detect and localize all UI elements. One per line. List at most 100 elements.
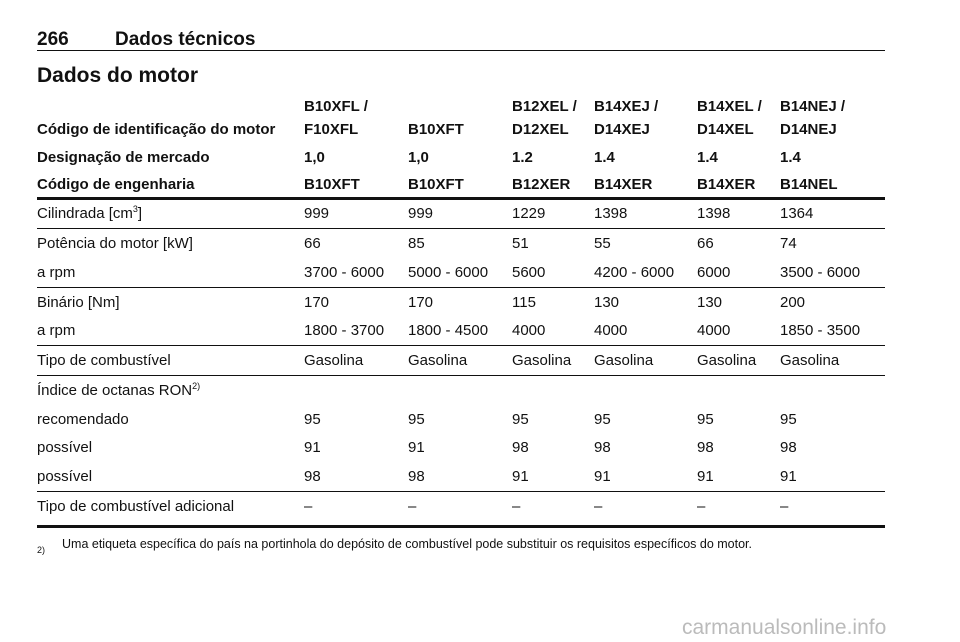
table-cell: – — [408, 497, 417, 515]
table-cell: 4000 — [697, 322, 731, 339]
header-rule — [37, 50, 885, 51]
watermark: carmanualsonline.info — [682, 616, 887, 639]
table-cell: 85 — [408, 235, 425, 252]
table-rule — [37, 490, 885, 492]
table-cell: – — [512, 497, 521, 515]
table-cell: – — [304, 497, 313, 515]
page-title: Dados do motor — [37, 64, 198, 87]
table-rule — [37, 286, 885, 288]
table-cell: 999 — [304, 205, 330, 222]
table-cell: 1398 — [594, 205, 628, 222]
table-cell: Gasolina — [512, 352, 572, 369]
table-cell: Índice de octanas RON2) — [37, 382, 200, 400]
table-cell: possível — [37, 439, 93, 456]
table-cell: 98 — [304, 467, 321, 485]
table-cell: 3700 - 6000 — [304, 263, 385, 281]
page-number: 266 — [37, 29, 69, 50]
table-rule — [37, 228, 885, 230]
table-cell: Código de engenharia — [37, 176, 195, 193]
table-cell: 74 — [780, 235, 797, 252]
section-title: Dados técnicos — [115, 29, 256, 50]
table-cell: B14NEJ / — [780, 98, 846, 115]
table-cell: 999 — [408, 205, 434, 222]
table-cell: D14NEJ — [780, 121, 837, 138]
table-cell: 55 — [594, 235, 611, 252]
table-cell: 95 — [780, 410, 797, 428]
table-cell: 91 — [304, 439, 321, 456]
table-cell: B10XFT — [408, 121, 464, 138]
table-cell: 95 — [594, 410, 611, 428]
table-cell: Gasolina — [697, 352, 757, 369]
table-cell: recomendado — [37, 410, 129, 428]
table-cell: 1.4 — [697, 149, 718, 166]
footnote-text: Uma etiqueta específica do país na porti… — [62, 537, 752, 551]
table-cell: 6000 — [697, 263, 731, 281]
table-cell: 91 — [594, 467, 611, 485]
table-cell: 1,0 — [408, 149, 429, 166]
table-cell: – — [780, 497, 789, 515]
table-cell: – — [594, 497, 603, 515]
table-cell: B14XER — [594, 176, 653, 193]
table-cell: 170 — [304, 293, 330, 311]
table-cell: Binário [Nm] — [37, 293, 120, 311]
superscript: 3 — [132, 204, 138, 214]
table-cell: 1364 — [780, 205, 814, 222]
table-cell: 4000 — [594, 322, 628, 339]
superscript: 2) — [192, 381, 201, 391]
table-cell: B10XFL / — [304, 98, 368, 115]
table-cell: 91 — [780, 467, 797, 485]
table-cell: 115 — [512, 293, 536, 311]
table-cell: 1850 - 3500 — [780, 322, 861, 339]
table-cell: 66 — [697, 235, 714, 252]
table-rule — [37, 345, 885, 347]
table-cell: 98 — [512, 439, 529, 456]
table-cell: Código de identificação do motor — [37, 121, 276, 138]
table-cell: Potência do motor [kW] — [37, 235, 193, 252]
table-cell: 5600 — [512, 263, 546, 281]
table-cell: B12XER — [512, 176, 571, 193]
table-cell: Gasolina — [594, 352, 654, 369]
table-cell: a rpm — [37, 263, 76, 281]
table-cell: 51 — [512, 235, 529, 252]
table-cell: 1398 — [697, 205, 731, 222]
cell-text: ] — [137, 205, 143, 222]
table-cell: 95 — [697, 410, 714, 428]
table-cell: 95 — [304, 410, 321, 428]
table-cell: B10XFT — [408, 176, 464, 193]
table-cell: 1.4 — [780, 149, 801, 166]
table-cell: 1,0 — [304, 149, 325, 166]
table-cell: B14XER — [697, 176, 756, 193]
table-cell: 130 — [594, 293, 620, 311]
table-cell: B14XEJ / — [594, 98, 659, 115]
table-cell: 5000 - 6000 — [408, 263, 489, 281]
cell-text: Índice de octanas RON — [37, 382, 193, 399]
table-cell: 95 — [512, 410, 529, 428]
table-cell: D14XEL — [697, 121, 754, 138]
table-cell: 1.2 — [512, 149, 533, 166]
table-cell: 66 — [304, 235, 321, 252]
table-cell: 170 — [408, 293, 434, 311]
table-rule — [37, 375, 885, 377]
table-cell: B12XEL / — [512, 98, 577, 115]
table-cell: Cilindrada [cm3] — [37, 205, 142, 223]
table-cell: D14XEJ — [594, 121, 650, 138]
table-cell: 98 — [780, 439, 797, 456]
table-cell: Tipo de combustível — [37, 352, 171, 369]
table-cell: D12XEL — [512, 121, 569, 138]
table-cell: B10XFT — [304, 176, 360, 193]
table-cell: 91 — [512, 467, 529, 485]
table-cell: 1800 - 4500 — [408, 322, 489, 339]
table-cell: – — [697, 497, 706, 515]
table-cell: B14XEL / — [697, 98, 762, 115]
table-cell: 91 — [408, 439, 425, 456]
table-cell: 95 — [408, 410, 425, 428]
table-cell: 3500 - 6000 — [780, 263, 861, 281]
table-cell: Gasolina — [780, 352, 840, 369]
table-cell: 1800 - 3700 — [304, 322, 385, 339]
table-cell: possível — [37, 467, 93, 485]
table-cell: a rpm — [37, 322, 76, 339]
table-cell: 91 — [697, 467, 714, 485]
table-cell: 130 — [697, 293, 723, 311]
table-cell: 4200 - 6000 — [594, 263, 675, 281]
